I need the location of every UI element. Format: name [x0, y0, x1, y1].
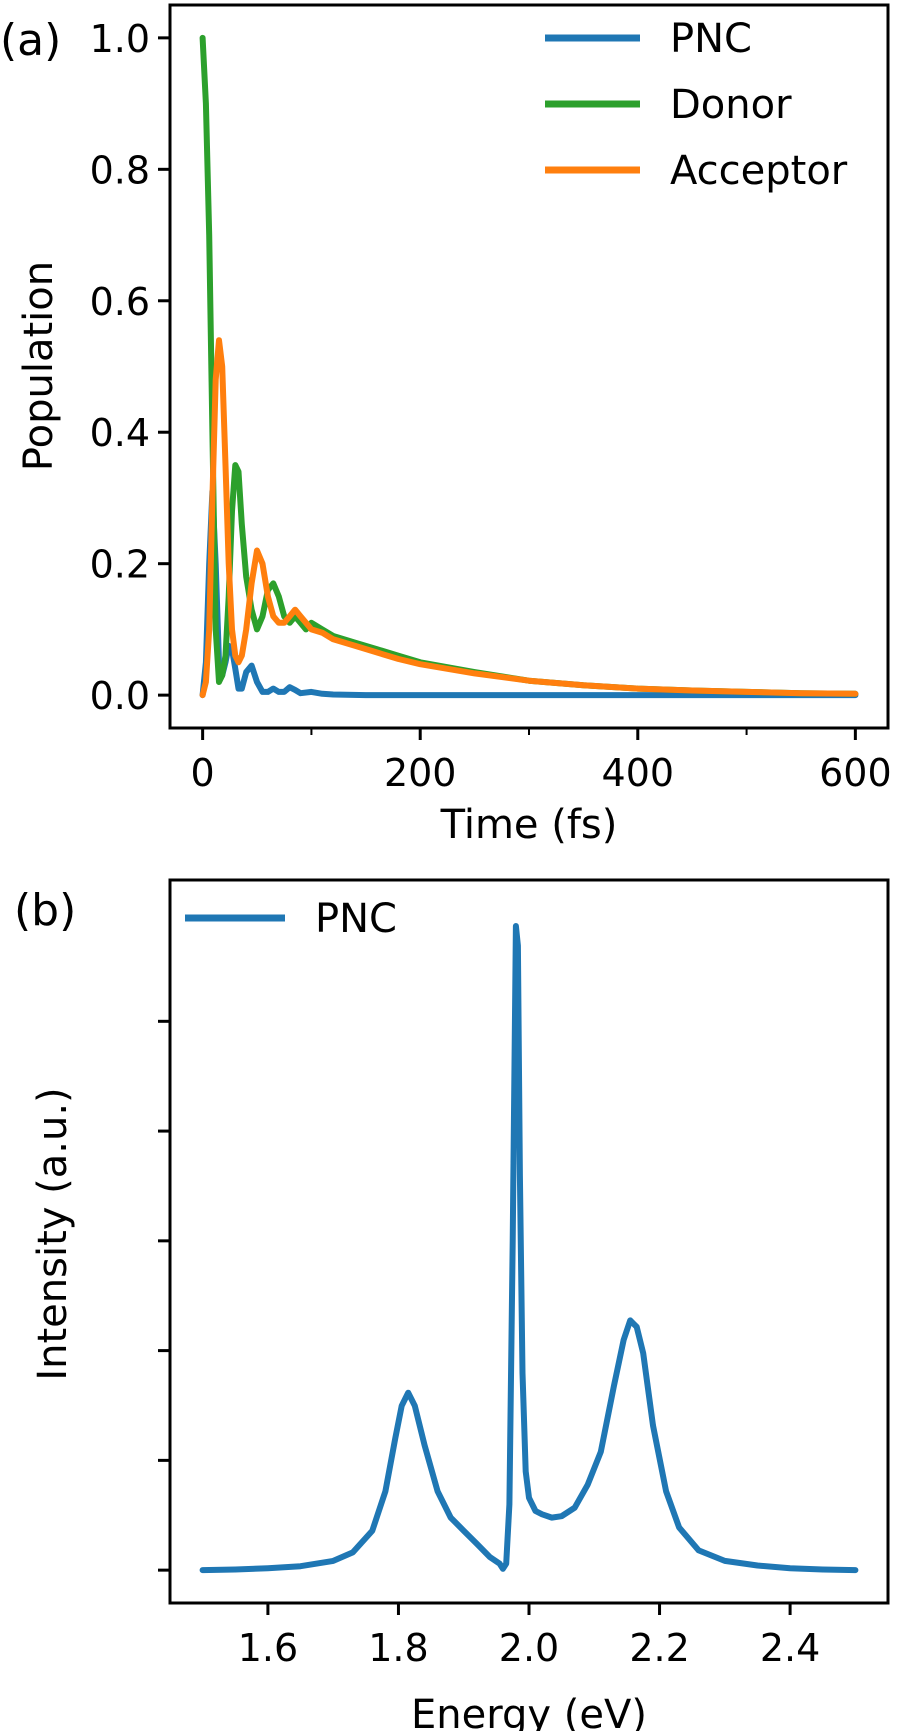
panel-a: 0 200 400 600 0.0 0.2 0.4 0.6 0.8 1.0 Time (fs) Pop… [0, 3, 892, 848]
panel-label: (a) [0, 15, 61, 66]
series-line-pnc [199, 488, 859, 699]
y-tick-label: 0.8 [90, 148, 150, 192]
x-axis-label: Energy (eV) [411, 1692, 647, 1731]
y-tick-label: 0.6 [90, 280, 150, 324]
x-tick-label: 2.2 [629, 1626, 689, 1670]
series-line-acceptor [199, 337, 859, 699]
x-tick-label: 200 [384, 751, 457, 795]
legend-label-pnc: PNC [670, 16, 752, 62]
legend-label-donor: Donor [670, 82, 792, 128]
y-tick-label: 0.0 [90, 674, 150, 718]
y-tick-label: 0.2 [90, 543, 150, 587]
x-axis-label: Time (fs) [440, 802, 618, 848]
series-line-pnc [199, 923, 859, 1574]
x-tick-label: 1.8 [368, 1626, 428, 1670]
series-line-donor [199, 34, 859, 697]
y-axis-label: Intensity (a.u.) [30, 1087, 76, 1380]
legend-label-acceptor: Acceptor [670, 148, 848, 194]
y-axis-label: Population [16, 261, 62, 471]
x-tick-label: 0 [191, 751, 215, 795]
panel-label: (b) [14, 885, 76, 936]
x-tick-label: 600 [819, 751, 892, 795]
x-tick-label: 400 [602, 751, 675, 795]
y-tick-label: 1.0 [90, 17, 150, 61]
y-tick-label: 0.4 [90, 411, 150, 455]
x-tick-label: 1.6 [238, 1626, 298, 1670]
legend-label-pnc: PNC [315, 896, 397, 942]
x-tick-label: 2.4 [760, 1626, 820, 1670]
x-tick-label: 2.0 [499, 1626, 559, 1670]
panel-b: 1.6 1.8 2.0 2.2 2.4 Energy (eV) Intensity (a.u… [14, 878, 890, 1731]
